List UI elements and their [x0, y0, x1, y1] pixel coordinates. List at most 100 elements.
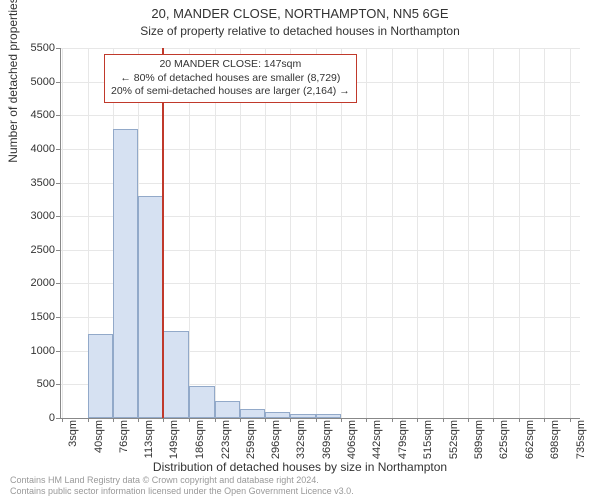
- y-tick: [56, 48, 60, 49]
- annotation-box: 20 MANDER CLOSE: 147sqm ← 80% of detache…: [104, 54, 357, 103]
- gridline-v: [316, 48, 317, 418]
- gridline-v: [468, 48, 469, 418]
- x-tick-label: 735sqm: [575, 420, 587, 475]
- x-tick: [189, 418, 190, 422]
- y-tick-label: 3500: [5, 177, 55, 189]
- x-tick: [366, 418, 367, 422]
- x-tick-label: 149sqm: [168, 420, 180, 475]
- x-tick-label: 479sqm: [397, 420, 409, 475]
- gridline-v: [519, 48, 520, 418]
- x-tick: [544, 418, 545, 422]
- x-tick: [417, 418, 418, 422]
- x-tick-label: 186sqm: [194, 420, 206, 475]
- y-tick-label: 5000: [5, 76, 55, 88]
- x-tick-label: 113sqm: [143, 420, 155, 475]
- y-tick: [56, 115, 60, 116]
- x-tick-label: 515sqm: [422, 420, 434, 475]
- x-tick: [443, 418, 444, 422]
- y-tick: [56, 149, 60, 150]
- annotation-line-1: 20 MANDER CLOSE: 147sqm: [111, 58, 350, 72]
- x-tick: [341, 418, 342, 422]
- x-tick: [392, 418, 393, 422]
- gridline-v: [443, 48, 444, 418]
- plot-area: 20 MANDER CLOSE: 147sqm ← 80% of detache…: [60, 48, 580, 418]
- y-tick-label: 500: [5, 378, 55, 390]
- histogram-bar: [189, 386, 215, 418]
- y-tick: [56, 418, 60, 419]
- property-marker-line: [162, 48, 164, 418]
- y-tick-label: 3000: [5, 210, 55, 222]
- y-tick-label: 0: [5, 412, 55, 424]
- x-tick: [138, 418, 139, 422]
- y-tick-label: 1000: [5, 345, 55, 357]
- x-tick-label: 3sqm: [67, 420, 79, 475]
- x-tick-label: 223sqm: [220, 420, 232, 475]
- x-tick: [113, 418, 114, 422]
- y-tick-label: 5500: [5, 42, 55, 54]
- y-tick: [56, 183, 60, 184]
- y-axis-line: [60, 48, 61, 418]
- chart-title-2: Size of property relative to detached ho…: [0, 24, 600, 38]
- x-tick-label: 296sqm: [270, 420, 282, 475]
- gridline-v: [493, 48, 494, 418]
- x-tick: [265, 418, 266, 422]
- y-tick-label: 4500: [5, 109, 55, 121]
- x-tick-label: 406sqm: [346, 420, 358, 475]
- histogram-bar: [240, 409, 266, 418]
- x-tick-label: 76sqm: [118, 420, 130, 475]
- chart-title-1: 20, MANDER CLOSE, NORTHAMPTON, NN5 6GE: [0, 6, 600, 21]
- annotation-line-2: ← 80% of detached houses are smaller (8,…: [111, 72, 350, 86]
- histogram-bar: [113, 129, 139, 418]
- gridline-v: [570, 48, 571, 418]
- x-tick: [88, 418, 89, 422]
- x-tick-label: 552sqm: [448, 420, 460, 475]
- gridline-v: [417, 48, 418, 418]
- x-tick-label: 625sqm: [498, 420, 510, 475]
- x-tick-label: 40sqm: [93, 420, 105, 475]
- gridline-v: [189, 48, 190, 418]
- x-tick: [570, 418, 571, 422]
- y-tick: [56, 250, 60, 251]
- y-tick: [56, 283, 60, 284]
- x-tick: [163, 418, 164, 422]
- x-tick-label: 698sqm: [549, 420, 561, 475]
- x-tick-label: 589sqm: [473, 420, 485, 475]
- y-tick-label: 1500: [5, 311, 55, 323]
- x-tick: [62, 418, 63, 422]
- x-tick: [468, 418, 469, 422]
- gridline-v: [392, 48, 393, 418]
- y-tick: [56, 351, 60, 352]
- annotation-line-3: 20% of semi-detached houses are larger (…: [111, 85, 350, 99]
- histogram-bar: [138, 196, 163, 418]
- y-tick-label: 2000: [5, 277, 55, 289]
- gridline-v: [240, 48, 241, 418]
- x-tick: [316, 418, 317, 422]
- x-tick-label: 332sqm: [295, 420, 307, 475]
- y-tick: [56, 317, 60, 318]
- gridline-v: [544, 48, 545, 418]
- x-tick-label: 662sqm: [524, 420, 536, 475]
- gridline-v: [366, 48, 367, 418]
- x-tick: [240, 418, 241, 422]
- histogram-bar: [163, 331, 189, 418]
- y-tick-label: 4000: [5, 143, 55, 155]
- gridline-v: [290, 48, 291, 418]
- gridline-v: [215, 48, 216, 418]
- x-tick: [519, 418, 520, 422]
- x-tick: [493, 418, 494, 422]
- y-tick: [56, 216, 60, 217]
- x-tick-label: 442sqm: [371, 420, 383, 475]
- gridline-v: [341, 48, 342, 418]
- footer-line-2: Contains public sector information licen…: [10, 486, 354, 496]
- x-tick: [290, 418, 291, 422]
- gridline-v: [62, 48, 63, 418]
- y-tick: [56, 82, 60, 83]
- y-tick-label: 2500: [5, 244, 55, 256]
- x-tick-label: 259sqm: [245, 420, 257, 475]
- x-tick-label: 369sqm: [321, 420, 333, 475]
- gridline-v: [265, 48, 266, 418]
- histogram-bar: [215, 401, 240, 418]
- footer-line-1: Contains HM Land Registry data © Crown c…: [10, 475, 354, 485]
- footer-attribution: Contains HM Land Registry data © Crown c…: [10, 475, 354, 496]
- y-tick: [56, 384, 60, 385]
